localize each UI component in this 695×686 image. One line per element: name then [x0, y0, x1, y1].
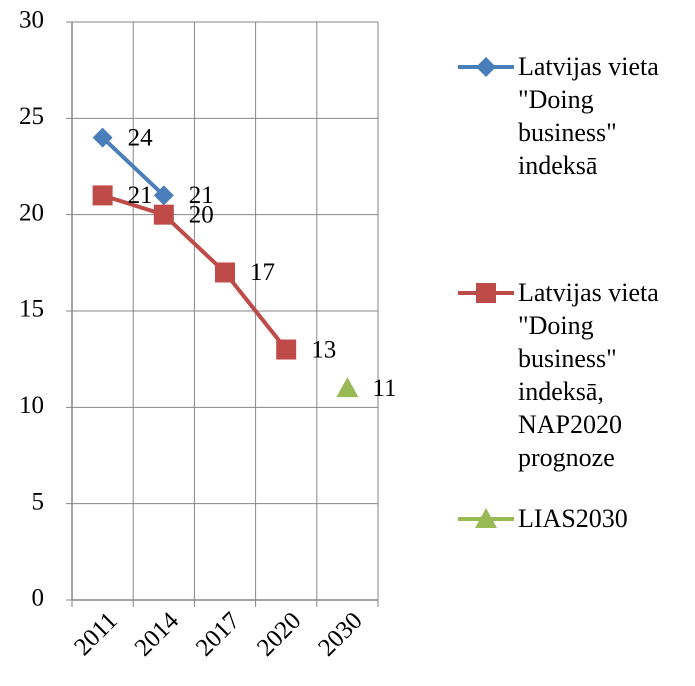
legend-label: LIAS2030: [518, 504, 628, 533]
data-label: 21: [189, 182, 214, 209]
y-tick-label: 15: [19, 296, 44, 323]
marker: [153, 185, 174, 206]
x-tick-label: 2017: [191, 607, 245, 661]
x-tick-label: 2011: [69, 607, 123, 661]
y-tick-label: 20: [19, 199, 44, 226]
y-tick-label: 10: [19, 392, 44, 419]
y-tick-label: 25: [19, 103, 44, 130]
marker: [92, 127, 113, 148]
marker: [215, 262, 235, 283]
data-label: 11: [372, 375, 396, 402]
data-label: 20: [189, 201, 214, 228]
data-label: 13: [311, 336, 336, 363]
data-label: 24: [128, 124, 154, 151]
x-tick-label: 2020: [252, 607, 306, 661]
x-tick-label: 2014: [130, 607, 185, 662]
series-line: [101, 136, 166, 197]
y-tick-label: 30: [19, 7, 44, 34]
series-line: [101, 193, 288, 351]
marker: [153, 204, 174, 225]
legend-marker: [476, 57, 496, 77]
y-tick-label: 5: [32, 488, 45, 515]
legend-label: Latvijas vieta "Doing business" indeksā,…: [518, 278, 659, 472]
marker: [276, 339, 297, 360]
marker: [92, 185, 113, 206]
legend-marker: [475, 508, 497, 528]
data-label: 21: [128, 182, 153, 209]
y-tick-label: 0: [32, 585, 45, 612]
legend-label: Latvijas vieta "Doing business" indeksā: [518, 52, 659, 180]
legend-marker: [476, 283, 496, 303]
x-tick-label: 2030: [313, 607, 367, 661]
marker: [336, 377, 359, 398]
data-label: 17: [250, 259, 275, 286]
